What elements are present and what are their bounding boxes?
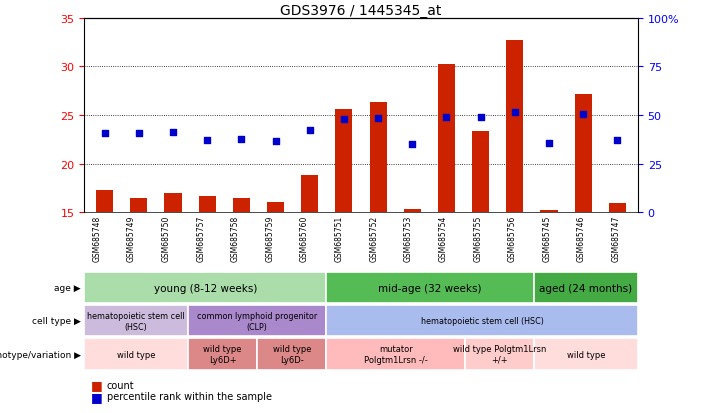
Text: GSM685745: GSM685745 xyxy=(543,215,552,261)
Bar xyxy=(404,210,421,213)
Bar xyxy=(198,196,216,213)
Point xyxy=(372,115,383,122)
Text: GSM685754: GSM685754 xyxy=(439,215,447,261)
Text: GSM685759: GSM685759 xyxy=(266,215,275,261)
Text: GSM685748: GSM685748 xyxy=(93,215,102,261)
Text: percentile rank within the sample: percentile rank within the sample xyxy=(107,392,271,401)
Text: GSM685755: GSM685755 xyxy=(473,215,482,261)
Point xyxy=(339,116,350,123)
Text: GSM685758: GSM685758 xyxy=(231,215,240,261)
Bar xyxy=(609,204,626,213)
Text: GSM685752: GSM685752 xyxy=(369,215,379,261)
Point xyxy=(441,114,452,121)
Text: GSM685746: GSM685746 xyxy=(577,215,586,261)
Point xyxy=(304,128,315,135)
Bar xyxy=(575,95,592,213)
Text: hematopoietic stem cell (HSC): hematopoietic stem cell (HSC) xyxy=(421,317,543,325)
Text: common lymphoid progenitor
(CLP): common lymphoid progenitor (CLP) xyxy=(197,311,318,331)
Text: GSM685747: GSM685747 xyxy=(611,215,620,261)
Point xyxy=(202,138,213,144)
Bar xyxy=(130,198,147,213)
Bar xyxy=(369,103,387,213)
Bar xyxy=(301,176,318,213)
Text: age ▶: age ▶ xyxy=(54,284,81,292)
Point xyxy=(612,138,623,144)
Point xyxy=(543,140,554,147)
Bar xyxy=(267,202,284,213)
Bar xyxy=(335,110,353,213)
Point xyxy=(475,114,486,121)
Title: GDS3976 / 1445345_at: GDS3976 / 1445345_at xyxy=(280,4,442,18)
Text: GSM685757: GSM685757 xyxy=(196,215,205,261)
Text: GSM685756: GSM685756 xyxy=(508,215,517,261)
Text: cell type ▶: cell type ▶ xyxy=(32,317,81,325)
Text: GSM685751: GSM685751 xyxy=(334,215,343,261)
Text: ■: ■ xyxy=(91,390,103,403)
Bar xyxy=(233,198,250,213)
Text: aged (24 months): aged (24 months) xyxy=(540,283,632,293)
Point xyxy=(578,112,589,118)
Text: mid-age (32 weeks): mid-age (32 weeks) xyxy=(379,283,482,293)
Text: wild type
Ly6D-: wild type Ly6D- xyxy=(273,344,311,364)
Point xyxy=(99,131,110,138)
Text: ■: ■ xyxy=(91,378,103,392)
Text: young (8-12 weeks): young (8-12 weeks) xyxy=(154,283,257,293)
Text: genotype/variation ▶: genotype/variation ▶ xyxy=(0,350,81,358)
Bar xyxy=(506,41,524,213)
Point xyxy=(509,109,520,116)
Bar xyxy=(96,190,113,213)
Text: count: count xyxy=(107,380,134,390)
Text: GSM685749: GSM685749 xyxy=(127,215,136,261)
Text: wild type
Ly6D+: wild type Ly6D+ xyxy=(203,344,242,364)
Point xyxy=(236,137,247,143)
Bar xyxy=(165,193,182,213)
Text: GSM685760: GSM685760 xyxy=(300,215,309,261)
Bar xyxy=(472,132,489,213)
Text: hematopoietic stem cell
(HSC): hematopoietic stem cell (HSC) xyxy=(87,311,185,331)
Text: wild type: wild type xyxy=(566,350,605,358)
Text: GSM685750: GSM685750 xyxy=(162,215,170,261)
Bar xyxy=(540,211,557,213)
Bar xyxy=(438,65,455,213)
Text: GSM685753: GSM685753 xyxy=(404,215,413,261)
Point xyxy=(168,130,179,136)
Point xyxy=(407,142,418,148)
Text: wild type: wild type xyxy=(117,350,156,358)
Text: mutator
Polgtm1Lrsn -/-: mutator Polgtm1Lrsn -/- xyxy=(364,344,428,364)
Point xyxy=(133,131,144,138)
Point xyxy=(270,138,281,145)
Text: wild type Polgtm1Lrsn
+/+: wild type Polgtm1Lrsn +/+ xyxy=(453,344,546,364)
